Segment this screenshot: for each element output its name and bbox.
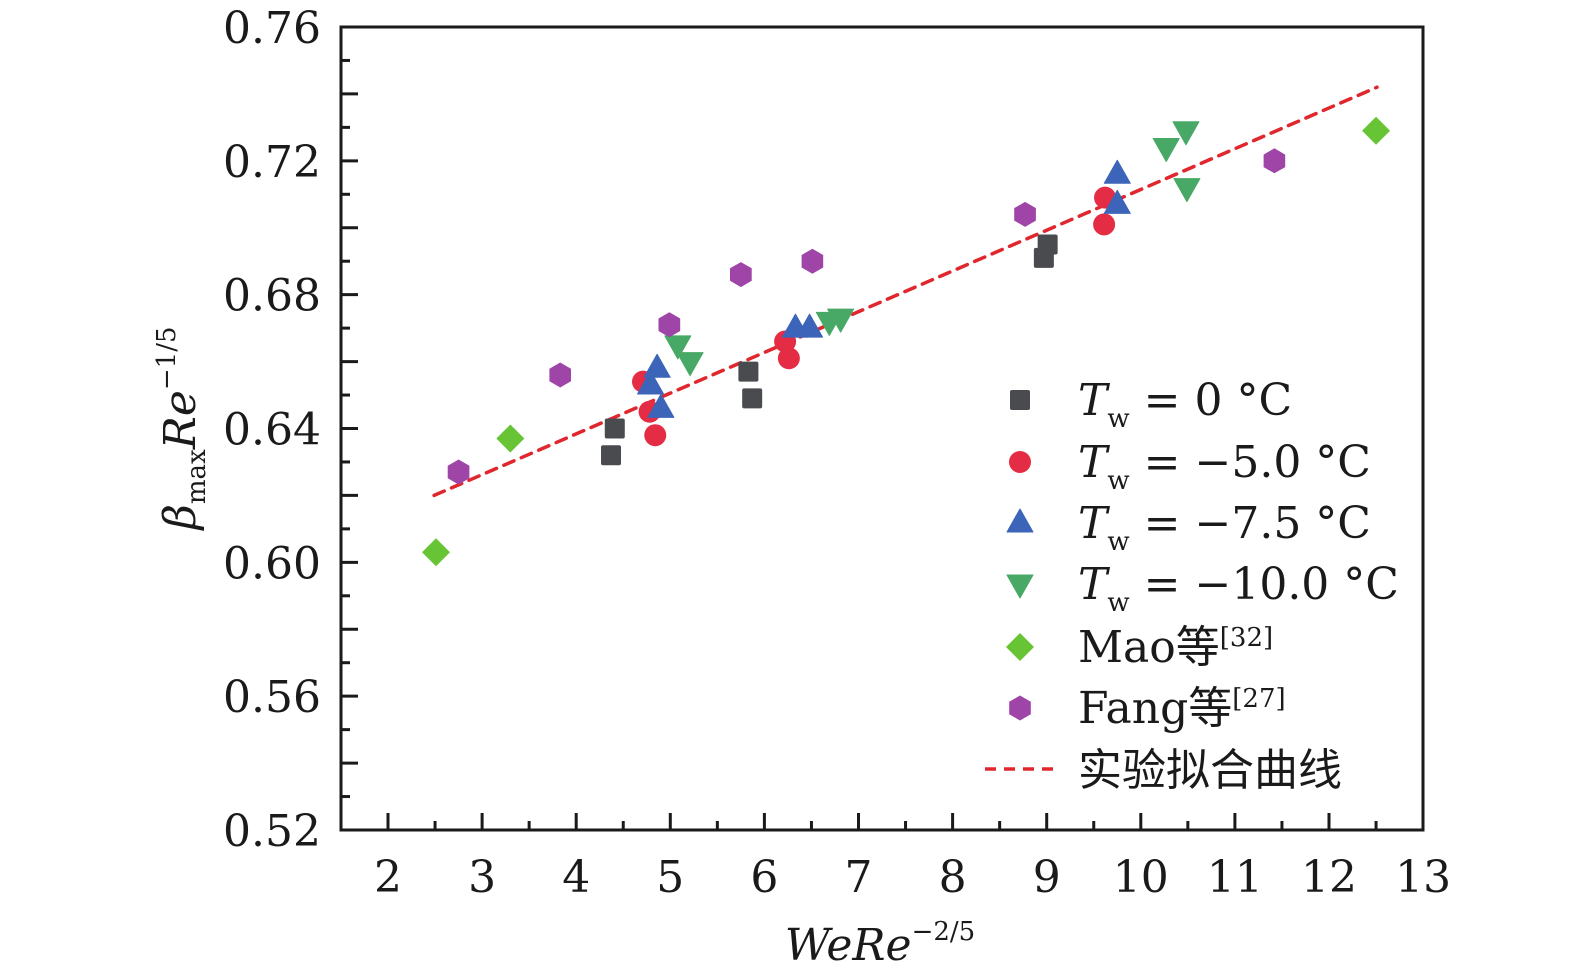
y-tick-label: 0.72	[223, 137, 321, 188]
data-point	[658, 312, 681, 338]
legend-item: Tw = −7.5 °C	[1006, 498, 1371, 557]
x-tick-label: 12	[1301, 852, 1357, 903]
data-point	[1173, 178, 1201, 203]
x-tick-label: 8	[939, 852, 967, 903]
data-points	[421, 116, 1391, 567]
legend-item: Fang等[27]	[1009, 683, 1286, 734]
legend-marker	[1006, 508, 1034, 533]
data-point	[549, 362, 571, 388]
legend-marker	[1010, 390, 1030, 410]
legend-item: Tw = −5.0 °C	[1009, 437, 1371, 496]
y-tick-label: 0.60	[223, 538, 321, 589]
data-point	[676, 352, 704, 377]
data-point	[742, 388, 763, 409]
x-tick-label: 11	[1207, 852, 1263, 903]
series-square	[601, 234, 1058, 466]
data-point	[447, 459, 470, 485]
series-diamond	[421, 116, 1391, 567]
data-point	[827, 308, 855, 333]
legend-item: 实验拟合曲线	[985, 745, 1342, 796]
data-point	[738, 361, 759, 382]
y-axis-tick-labels: 0.52 0.56 0.60 0.64 0.68 0.72 0.76	[223, 3, 321, 857]
legend-marker	[1009, 695, 1031, 721]
series-triangle-up	[637, 159, 1131, 418]
x-tick-label: 4	[562, 852, 590, 903]
data-point	[604, 418, 625, 439]
data-point	[777, 347, 800, 370]
y-tick-label: 0.52	[223, 806, 321, 857]
data-point	[644, 424, 667, 447]
x-tick-label: 6	[750, 852, 778, 903]
legend-label: Tw = −10.0 °C	[1078, 559, 1399, 618]
x-tick-label: 13	[1395, 852, 1451, 903]
data-point	[1014, 201, 1036, 227]
x-axis-title: WeRe−2/5	[785, 917, 975, 971]
fit-line-layer	[432, 85, 1379, 498]
legend-marker	[1006, 574, 1034, 599]
data-point	[1103, 159, 1131, 184]
data-point	[647, 393, 675, 418]
y-tick-label: 0.68	[223, 271, 321, 322]
x-tick-label: 5	[656, 852, 684, 903]
x-tick-label: 2	[374, 852, 402, 903]
data-point	[643, 353, 671, 378]
series-hexagon	[447, 148, 1286, 485]
data-point	[1172, 121, 1200, 146]
data-point	[421, 538, 450, 567]
legend-item: Mao等[32]	[1006, 622, 1273, 673]
data-point	[1033, 247, 1054, 268]
y-axis-ticks	[341, 58, 358, 799]
data-point	[730, 262, 752, 288]
legend-marker	[1009, 451, 1031, 473]
data-point	[496, 424, 525, 453]
data-point	[1263, 148, 1286, 174]
x-tick-label: 9	[1033, 852, 1061, 903]
series-circle	[632, 186, 1117, 447]
x-tick-label: 7	[845, 852, 873, 903]
legend-marker	[1006, 633, 1034, 661]
data-point	[637, 370, 665, 395]
y-axis-title: βmaxRe−1/5	[152, 326, 212, 531]
legend-item: Tw = −10.0 °C	[1006, 559, 1399, 618]
y-tick-label: 0.76	[223, 3, 321, 54]
data-point	[601, 445, 622, 466]
legend-label: Mao等[32]	[1078, 622, 1273, 673]
data-point	[796, 313, 824, 338]
data-point	[1093, 213, 1116, 236]
series-triangle-down	[664, 121, 1201, 377]
legend-label: Tw = −5.0 °C	[1078, 437, 1371, 496]
legend: Tw = 0 °CTw = −5.0 °CTw = −7.5 °CTw = −1…	[985, 375, 1399, 796]
legend-item: Tw = 0 °C	[1010, 375, 1292, 434]
x-tick-label: 3	[468, 852, 496, 903]
y-tick-label: 0.56	[223, 672, 321, 723]
legend-label: Fang等[27]	[1078, 683, 1286, 734]
data-point	[1152, 137, 1180, 162]
legend-label: 实验拟合曲线	[1078, 745, 1342, 796]
x-axis-ticks	[386, 813, 1378, 830]
data-point	[1362, 116, 1391, 145]
legend-label: Tw = 0 °C	[1078, 375, 1292, 434]
fit-line	[432, 85, 1379, 498]
x-tick-label: 10	[1113, 852, 1169, 903]
data-point	[1103, 189, 1131, 214]
data-point	[664, 335, 692, 360]
data-point	[801, 248, 824, 274]
legend-label: Tw = −7.5 °C	[1078, 498, 1371, 557]
x-axis-tick-labels: 2 3 4 5 6 7 8 9 10 11 12 13	[374, 852, 1451, 903]
y-tick-label: 0.64	[223, 405, 321, 456]
